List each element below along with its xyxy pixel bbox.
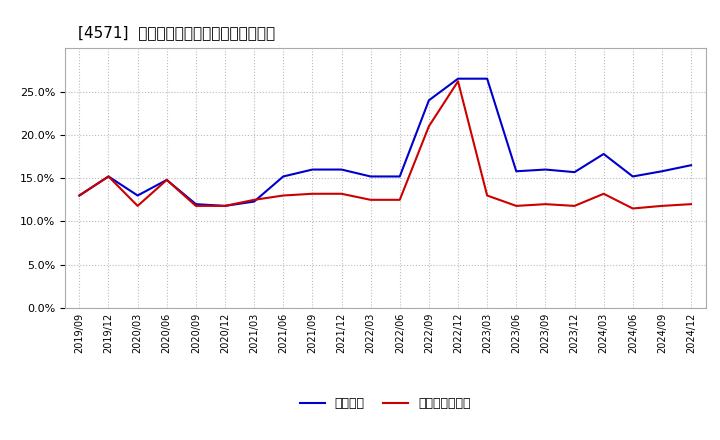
固定長期適合率 bbox=[104, 174, 113, 179]
固定長期適合率 bbox=[163, 177, 171, 183]
固定長期適合率 bbox=[599, 191, 608, 196]
固定比率 bbox=[657, 169, 666, 174]
固定比率 bbox=[220, 203, 229, 209]
固定長期適合率 bbox=[657, 203, 666, 209]
Text: [4571]  固定比率、固定長期適合率の推移: [4571] 固定比率、固定長期適合率の推移 bbox=[78, 25, 275, 40]
固定長期適合率 bbox=[483, 193, 492, 198]
固定比率 bbox=[104, 174, 113, 179]
固定比率 bbox=[337, 167, 346, 172]
固定長期適合率 bbox=[192, 203, 200, 209]
固定比率 bbox=[687, 162, 696, 168]
固定比率 bbox=[541, 167, 550, 172]
固定長期適合率 bbox=[629, 206, 637, 211]
固定長期適合率 bbox=[220, 203, 229, 209]
固定長期適合率 bbox=[75, 193, 84, 198]
固定比率 bbox=[366, 174, 375, 179]
固定比率 bbox=[425, 98, 433, 103]
固定長期適合率 bbox=[570, 203, 579, 209]
固定比率 bbox=[133, 193, 142, 198]
固定長期適合率 bbox=[425, 124, 433, 129]
固定比率 bbox=[192, 202, 200, 207]
固定長期適合率 bbox=[279, 193, 287, 198]
固定長期適合率 bbox=[687, 202, 696, 207]
固定比率 bbox=[454, 76, 462, 81]
固定長期適合率 bbox=[366, 197, 375, 202]
固定比率 bbox=[629, 174, 637, 179]
固定長期適合率 bbox=[454, 79, 462, 84]
固定比率 bbox=[75, 193, 84, 198]
固定長期適合率 bbox=[541, 202, 550, 207]
固定比率 bbox=[279, 174, 287, 179]
固定長期適合率 bbox=[250, 197, 258, 202]
固定長期適合率 bbox=[337, 191, 346, 196]
Legend: 固定比率, 固定長期適合率: 固定比率, 固定長期適合率 bbox=[300, 397, 471, 411]
Line: 固定長期適合率: 固定長期適合率 bbox=[79, 81, 691, 209]
固定長期適合率 bbox=[395, 197, 404, 202]
固定比率 bbox=[599, 151, 608, 157]
固定長期適合率 bbox=[512, 203, 521, 209]
固定比率 bbox=[308, 167, 317, 172]
固定長期適合率 bbox=[308, 191, 317, 196]
固定比率 bbox=[570, 169, 579, 175]
固定比率 bbox=[512, 169, 521, 174]
固定比率 bbox=[483, 76, 492, 81]
固定比率 bbox=[163, 177, 171, 183]
Line: 固定比率: 固定比率 bbox=[79, 79, 691, 206]
固定比率 bbox=[395, 174, 404, 179]
固定長期適合率 bbox=[133, 203, 142, 209]
固定比率 bbox=[250, 199, 258, 204]
